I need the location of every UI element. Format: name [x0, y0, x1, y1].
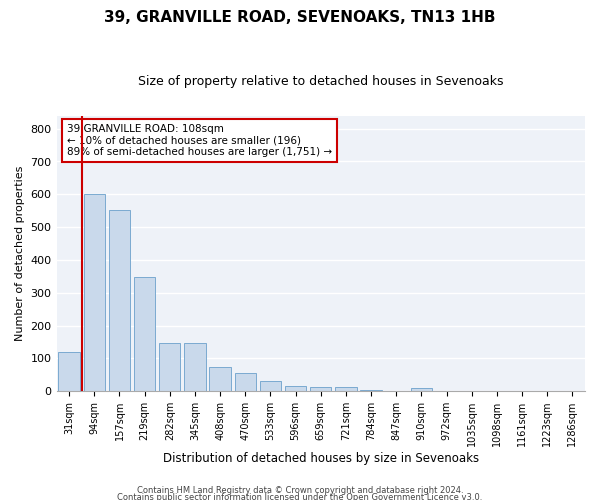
Bar [335, 387, 356, 391]
Text: 39 GRANVILLE ROAD: 108sqm
← 10% of detached houses are smaller (196)
89% of semi: 39 GRANVILLE ROAD: 108sqm ← 10% of detac… [67, 124, 332, 157]
Bar [134, 277, 155, 391]
Text: 39, GRANVILLE ROAD, SEVENOAKS, TN13 1HB: 39, GRANVILLE ROAD, SEVENOAKS, TN13 1HB [104, 10, 496, 25]
Title: Size of property relative to detached houses in Sevenoaks: Size of property relative to detached ho… [138, 75, 503, 88]
Bar [184, 342, 206, 391]
X-axis label: Distribution of detached houses by size in Sevenoaks: Distribution of detached houses by size … [163, 452, 479, 465]
Text: Contains HM Land Registry data © Crown copyright and database right 2024.: Contains HM Land Registry data © Crown c… [137, 486, 463, 495]
Bar [209, 366, 231, 391]
Bar [235, 372, 256, 391]
Bar [159, 342, 181, 391]
Text: Contains public sector information licensed under the Open Government Licence v3: Contains public sector information licen… [118, 494, 482, 500]
Bar [285, 386, 307, 391]
Bar [58, 352, 80, 391]
Bar [310, 387, 331, 391]
Bar [361, 390, 382, 391]
Bar [260, 380, 281, 391]
Bar [411, 388, 432, 391]
Bar [83, 194, 105, 391]
Y-axis label: Number of detached properties: Number of detached properties [15, 166, 25, 341]
Bar [109, 210, 130, 391]
